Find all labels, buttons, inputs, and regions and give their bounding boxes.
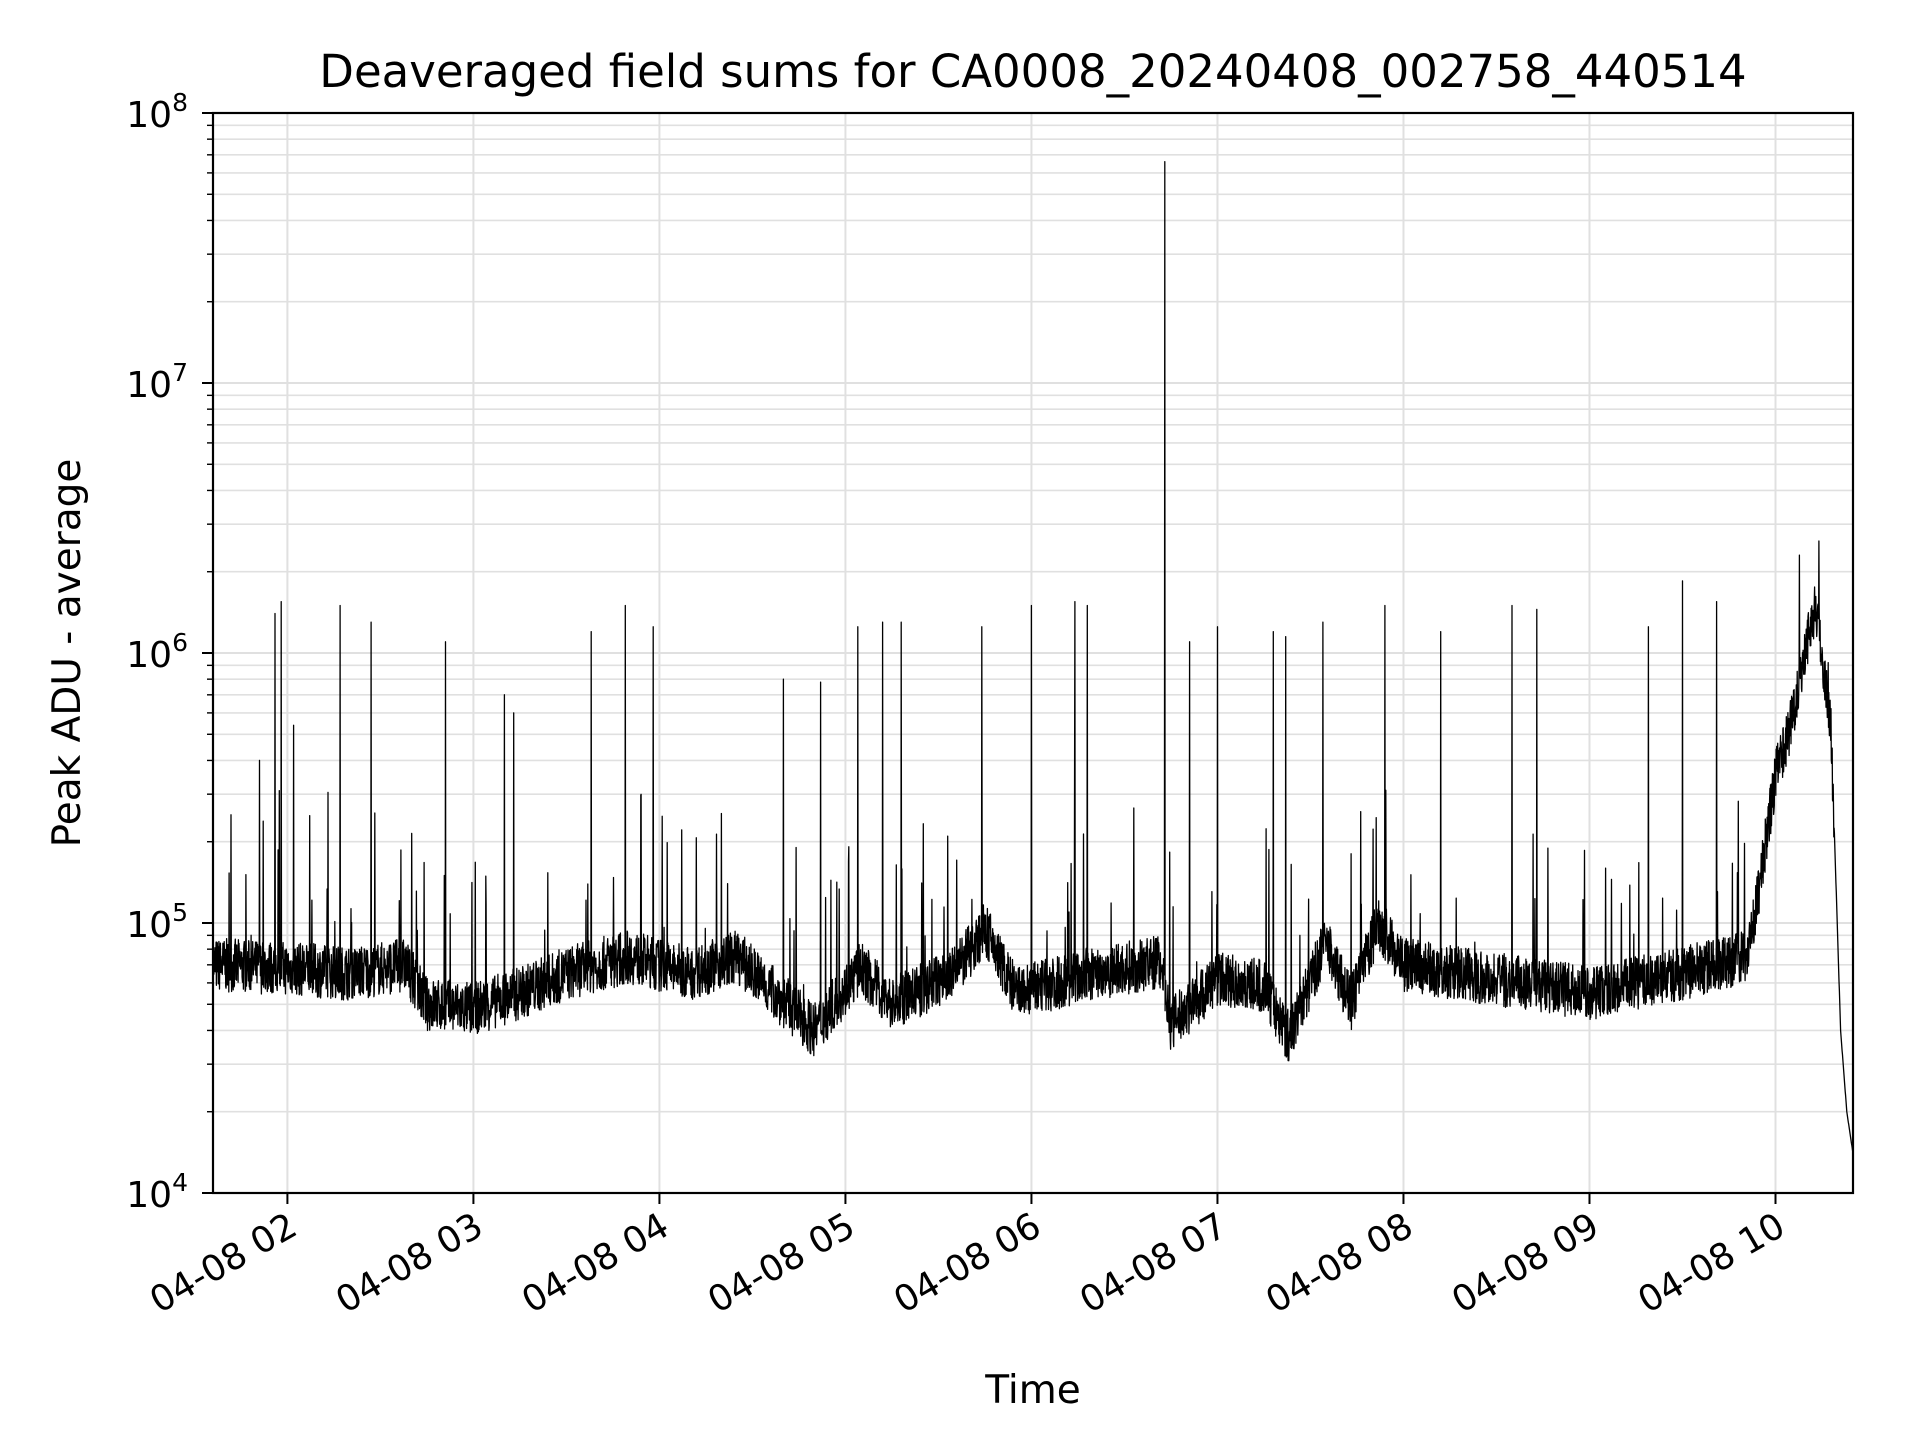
series-line-path (212, 161, 1854, 1154)
y-tick-label: 104 (126, 1168, 188, 1216)
y-tick-label: 107 (126, 358, 188, 406)
x-tick-label: 04-08 03 (329, 1205, 490, 1321)
x-tick-label: 04-08 08 (1259, 1205, 1420, 1321)
x-axis-ticks: 04-08 02 04-08 03 04-08 04 04-08 05 04-08 06… (143, 1193, 1792, 1322)
y-tick-label: 105 (126, 898, 188, 946)
x-tick-label: 04-08 07 (1073, 1205, 1234, 1321)
x-tick-label: 04-08 10 (1631, 1205, 1792, 1321)
x-tick-label: 04-08 06 (887, 1205, 1048, 1321)
series-line (212, 161, 1854, 1154)
y-tick-label: 108 (126, 88, 188, 136)
x-tick-label: 04-08 05 (701, 1205, 862, 1321)
x-axis-label: Time (984, 1368, 1080, 1413)
chart-title: Deaveraged field sums for CA0008_2024040… (319, 45, 1746, 98)
grid (213, 112, 1853, 1194)
x-tick-label: 04-08 02 (143, 1205, 304, 1321)
y-tick-label: 106 (126, 628, 188, 676)
x-tick-label: 04-08 04 (515, 1205, 676, 1321)
y-axis-ticks: 104 105 106 107 108 (126, 88, 213, 1216)
y-axis-label: Peak ADU - average (45, 459, 90, 848)
x-tick-label: 04-08 09 (1445, 1205, 1606, 1321)
